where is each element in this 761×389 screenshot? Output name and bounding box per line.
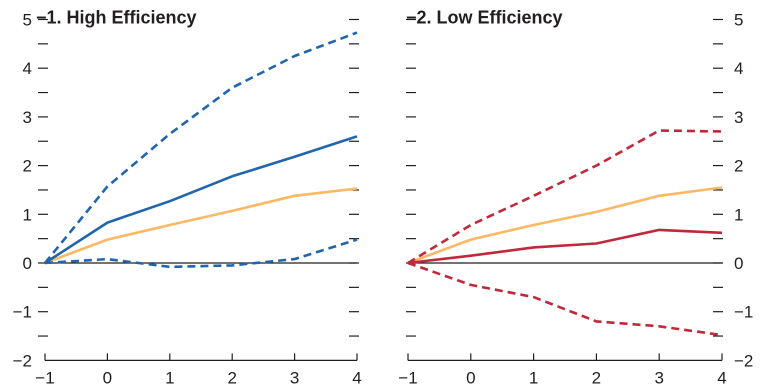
y-tick-label: 1 (734, 205, 743, 224)
y-tick-label: 0 (734, 254, 743, 273)
y-tick-label: 5 (734, 11, 743, 30)
x-tick-label: 3 (654, 368, 663, 387)
y-tick-label: 3 (734, 108, 743, 127)
x-tick-label: 1 (165, 368, 174, 387)
y-tick-label: −1 (13, 303, 32, 322)
y-tick-label: 5 (23, 11, 32, 30)
x-tick-label: 2 (227, 368, 236, 387)
x-tick-label: 4 (352, 368, 361, 387)
y-tick-label: −2 (13, 351, 32, 370)
x-tick-label: −1 (35, 368, 54, 387)
y-tick-label: 2 (23, 157, 32, 176)
y-tick-label: −2 (734, 351, 753, 370)
x-tick-label: 1 (529, 368, 538, 387)
series-line-3 (407, 129, 723, 265)
x-tick-label: 2 (592, 368, 601, 387)
panel-low-efficiency: −1 0 1 2 3 4 −2 −1 0 1 2 3 4 5 −2. Low Efficiency (398, 8, 753, 388)
series-line-3 (43, 31, 358, 264)
x-tick-label: 3 (290, 368, 299, 387)
y-tick-label: 0 (23, 254, 32, 273)
y-tick-label: 2 (734, 157, 743, 176)
y-tick-label: 1 (23, 205, 32, 224)
series-line-1 (44, 187, 358, 265)
series-line-1 (407, 186, 723, 265)
panel-title: −2. Low Efficiency (406, 8, 563, 28)
series-line-4 (407, 261, 723, 337)
series-line-4 (44, 238, 358, 269)
series-line-2 (407, 228, 723, 265)
y-tick-label: 4 (23, 59, 32, 78)
y-tick-label: 3 (23, 108, 32, 127)
x-tick-label: 0 (466, 368, 475, 387)
y-tick-label: 4 (734, 59, 743, 78)
panel-title: −1. High Efficiency (36, 8, 197, 28)
series-line-2 (44, 135, 358, 265)
x-tick-label: 0 (103, 368, 112, 387)
x-tick-label: −1 (398, 368, 417, 387)
y-tick-label: −1 (734, 303, 753, 322)
x-tick-label: 4 (717, 368, 726, 387)
